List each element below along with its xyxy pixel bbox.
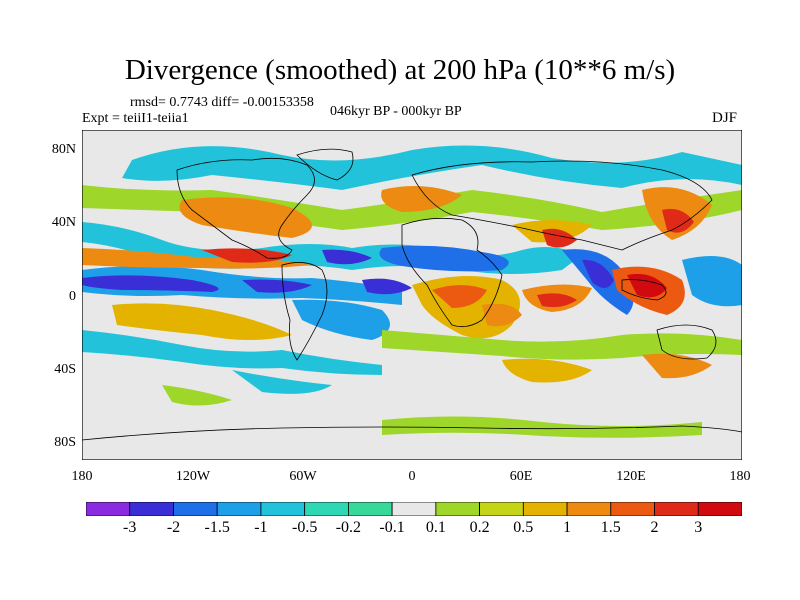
colorbar-label: 1.5: [600, 519, 621, 536]
colorbar-cell: [654, 502, 699, 516]
field-core-eq-pacific2: [242, 279, 312, 293]
lat-label-80s: 80S: [54, 435, 76, 450]
colorbar-cell: [86, 502, 131, 516]
field-band-s-midlat-neg: [82, 330, 382, 375]
coast-africa: [401, 217, 503, 328]
lon-label-120e: 120E: [616, 469, 646, 484]
field-blob-s-indian: [502, 358, 592, 383]
lat-label-80n: 80N: [51, 142, 76, 157]
field-region-w-pacific-neg: [682, 256, 742, 307]
field-band-s-midlat-pos: [382, 330, 742, 360]
lat-label-40s: 40S: [54, 362, 76, 377]
field-region-s-atlantic-neg: [292, 299, 390, 340]
lon-label-60w: 60W: [289, 469, 317, 484]
colorbar-label: -1.5: [204, 519, 230, 536]
colorbar-cell: [173, 502, 218, 516]
map-title: Divergence (smoothed) at 200 hPa (10**6 …: [124, 54, 676, 86]
colorbar-label: 1: [563, 519, 572, 536]
field-core-east-asia: [662, 208, 694, 233]
coast-north-america: [176, 157, 315, 259]
field-blob-na-east: [381, 186, 462, 212]
field-core-atlantic-sub: [379, 245, 509, 272]
colorbar-cell: [391, 502, 437, 516]
season-label: DJF: [712, 110, 738, 126]
lon-label-60e: 60E: [509, 469, 533, 484]
field-core-indian-neg: [582, 259, 614, 289]
lat-label-eq: 0: [69, 289, 76, 304]
colorbar-cell: [435, 502, 480, 516]
coast-australia: [656, 324, 717, 360]
colorbar-cell: [129, 502, 174, 516]
colorbar-label: -0.2: [335, 519, 362, 536]
colorbar-cell: [610, 502, 655, 516]
field-blob-na-west: [179, 197, 312, 238]
field-band-n-pacific-pos: [82, 248, 312, 269]
colorbar-label: -2: [166, 519, 181, 536]
lon-label-180e: 180: [729, 469, 751, 484]
lon-label-180w: 180: [71, 469, 93, 484]
field-core-arabia: [542, 228, 577, 248]
lon-label-0: 0: [408, 469, 416, 484]
colorbar-cell: [522, 502, 568, 516]
colorbar-label: -1: [254, 519, 268, 536]
field-core-africa: [432, 285, 487, 308]
field-core-africa-s: [482, 303, 522, 327]
coast-eurasia: [411, 160, 713, 251]
field-band-s-pacific-pos: [112, 303, 292, 340]
colorbar-cell: [216, 502, 262, 516]
lat-label-40n: 40N: [51, 215, 76, 230]
colorbar-label: -3: [123, 519, 137, 536]
coast-antarctica: [82, 425, 742, 441]
field-blob-s-pacific-pos: [162, 385, 232, 406]
field-core-eq-pacific: [82, 275, 219, 292]
stats-label: rmsd= 0.7743 diff= -0.00153358: [130, 95, 314, 110]
colorbar-label: 0.2: [469, 519, 490, 536]
field-band-arctic-neg: [122, 145, 742, 190]
colorbar-cell: [347, 502, 393, 516]
field-band-antarctic: [382, 416, 702, 438]
colorbar: [86, 502, 742, 516]
coast-south-america: [281, 262, 328, 361]
colorbar-label: 2: [650, 519, 659, 536]
lon-label-120w: 120W: [175, 469, 211, 484]
field-core-indian-pos: [537, 293, 577, 308]
colorbar-label: -0.5: [292, 519, 318, 536]
field-core-n-pacific-pos: [202, 248, 292, 263]
map-plot: [82, 130, 742, 460]
colorbar-cell: [304, 502, 349, 516]
coast-indonesia: [621, 279, 667, 301]
field-blob-s-pacific-neg: [232, 370, 332, 394]
colorbar-cell: [260, 502, 306, 516]
period-label: 046kyr BP - 000kyr BP: [330, 104, 462, 119]
coastlines: [82, 148, 742, 441]
colorbar-label: 3: [694, 519, 703, 536]
field-band-eq-pacific: [82, 266, 402, 305]
colorbar-cell: [566, 502, 612, 516]
experiment-label: Expt = teiiI1-teiia1: [82, 111, 189, 126]
colorbar-label: 0.5: [513, 519, 534, 536]
colorbar-label: 0.1: [425, 519, 446, 536]
divergence-field: [82, 145, 742, 438]
field-core-atlantic-sub2: [322, 249, 372, 265]
colorbar-label: -0.1: [379, 519, 405, 536]
field-blob-s-australia: [642, 353, 712, 379]
colorbar-cell: [479, 502, 524, 516]
coast-greenland: [296, 148, 354, 181]
field-core-eq-atlantic: [362, 278, 412, 295]
colorbar-cell: [697, 502, 742, 516]
